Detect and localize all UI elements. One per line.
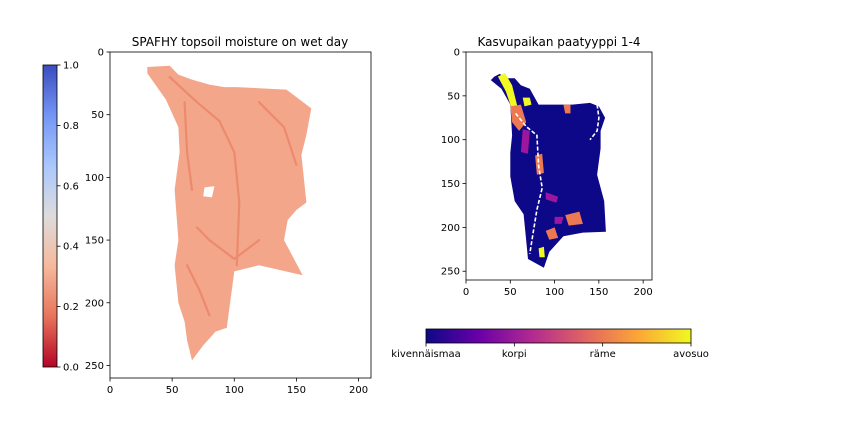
site-type-map-y-tick-label-3: 150 bbox=[441, 179, 460, 190]
site-type-map-patch-1 bbox=[522, 97, 532, 107]
site-type-map-x-tick-label-1: 50 bbox=[504, 287, 517, 298]
site-type-colorbar: kivennäismaa korpi räme avosuo bbox=[391, 328, 709, 360]
moisture-map-y-tick-label-0: 0 bbox=[98, 48, 104, 59]
moisture-colorbar-tick-label-4: 0.8 bbox=[63, 121, 79, 132]
moisture-colorbar-ticks: 0.0 0.2 0.4 0.6 0.8 1.0 bbox=[57, 61, 79, 374]
moisture-map-x-tick-label-3: 150 bbox=[287, 385, 306, 396]
moisture-colorbar-tick-label-3: 0.6 bbox=[63, 181, 79, 192]
site-type-map-patch-10 bbox=[554, 216, 564, 224]
site-type-map-title: Kasvupaikan paatyyppi 1-4 bbox=[477, 35, 640, 49]
moisture-map-y-tick-label-1: 50 bbox=[91, 110, 104, 121]
site-type-map-patch-5 bbox=[565, 211, 583, 226]
moisture-map-y-tick-label-4: 200 bbox=[85, 298, 104, 309]
site-type-colorbar-label-3: avosuo bbox=[673, 349, 709, 360]
moisture-map-x-ticks: 0 50 100 150 200 bbox=[107, 378, 368, 396]
site-type-colorbar-label-1: korpi bbox=[502, 349, 527, 360]
site-type-map-y-ticks: 0 50 100 150 200 250 bbox=[441, 48, 466, 278]
site-type-map-patch-0 bbox=[497, 73, 518, 110]
site-type-map-y-tick-label-5: 250 bbox=[441, 267, 460, 278]
moisture-colorbar-tick-label-0: 0.0 bbox=[63, 363, 79, 374]
site-type-map-patch-6 bbox=[545, 227, 559, 240]
site-type-map-y-tick-label-4: 200 bbox=[441, 223, 460, 234]
moisture-map-stream-0 bbox=[168, 75, 241, 267]
site-type-map-patch-3 bbox=[510, 104, 527, 131]
site-type-map-patch-9 bbox=[545, 192, 559, 203]
moisture-colorbar-tick-label-2: 0.4 bbox=[63, 242, 79, 253]
site-type-map-data bbox=[490, 73, 606, 268]
moisture-map-y-tick-label-3: 150 bbox=[85, 236, 104, 247]
site-type-map-frame bbox=[465, 51, 653, 281]
moisture-map-x-tick-label-1: 50 bbox=[166, 385, 179, 396]
moisture-map-frame bbox=[109, 51, 372, 379]
moisture-map-y-ticks: 0 50 100 150 200 250 bbox=[85, 48, 110, 372]
moisture-map-stream-3 bbox=[195, 226, 261, 260]
site-type-colorbar-label-2: räme bbox=[590, 349, 616, 360]
site-type-map-x-tick-label-0: 0 bbox=[463, 287, 469, 298]
site-type-map-y-tick-label-2: 100 bbox=[441, 135, 460, 146]
site-type-map-patch-8 bbox=[520, 129, 530, 154]
moisture-map-data bbox=[147, 65, 312, 361]
moisture-map-title: SPAFHY topsoil moisture on wet day bbox=[132, 35, 348, 49]
moisture-map-y-tick-label-5: 250 bbox=[85, 361, 104, 372]
moisture-colorbar-tick-label-1: 0.2 bbox=[63, 302, 79, 313]
site-type-map-x-tick-label-2: 100 bbox=[545, 287, 564, 298]
site-type-colorbar-label-0: kivennäismaa bbox=[391, 349, 460, 360]
moisture-colorbar-tick-label-5: 1.0 bbox=[63, 61, 79, 72]
site-type-map-patch-2 bbox=[538, 246, 545, 258]
moisture-colorbar-fill bbox=[42, 64, 58, 368]
site-type-map-patch-4 bbox=[535, 153, 544, 175]
site-type-map-patch-7 bbox=[563, 104, 571, 114]
moisture-map-x-tick-label-0: 0 bbox=[107, 385, 113, 396]
moisture-colorbar: 0.0 0.2 0.4 0.6 0.8 1.0 bbox=[42, 61, 79, 374]
site-type-map-axes: Kasvupaikan paatyyppi 1-4 0 50 100 150 200 0… bbox=[441, 35, 653, 298]
site-type-map-x-tick-label-3: 150 bbox=[589, 287, 608, 298]
moisture-map-x-tick-label-2: 100 bbox=[225, 385, 244, 396]
moisture-map-region-hole bbox=[203, 186, 215, 198]
moisture-map-stream-2 bbox=[258, 101, 298, 166]
site-type-colorbar-fill bbox=[425, 328, 692, 344]
site-type-map-x-ticks: 0 50 100 150 200 bbox=[463, 280, 653, 298]
moisture-map-stream-4 bbox=[186, 264, 211, 317]
site-type-colorbar-ticks: kivennäismaa korpi räme avosuo bbox=[391, 343, 709, 360]
site-type-map-y-tick-label-0: 0 bbox=[454, 48, 460, 59]
moisture-map-axes: SPAFHY topsoil moisture on wet day 0 50 10… bbox=[85, 35, 372, 396]
moisture-map-x-tick-label-4: 200 bbox=[349, 385, 368, 396]
site-type-map-y-tick-label-1: 50 bbox=[447, 91, 460, 102]
site-type-map-divider-1 bbox=[589, 104, 600, 141]
moisture-map-region bbox=[147, 65, 312, 361]
moisture-map-y-tick-label-2: 100 bbox=[85, 173, 104, 184]
site-type-map-x-tick-label-4: 200 bbox=[634, 287, 653, 298]
moisture-map-stream-1 bbox=[183, 101, 194, 191]
site-type-map-divider-0 bbox=[514, 112, 544, 254]
